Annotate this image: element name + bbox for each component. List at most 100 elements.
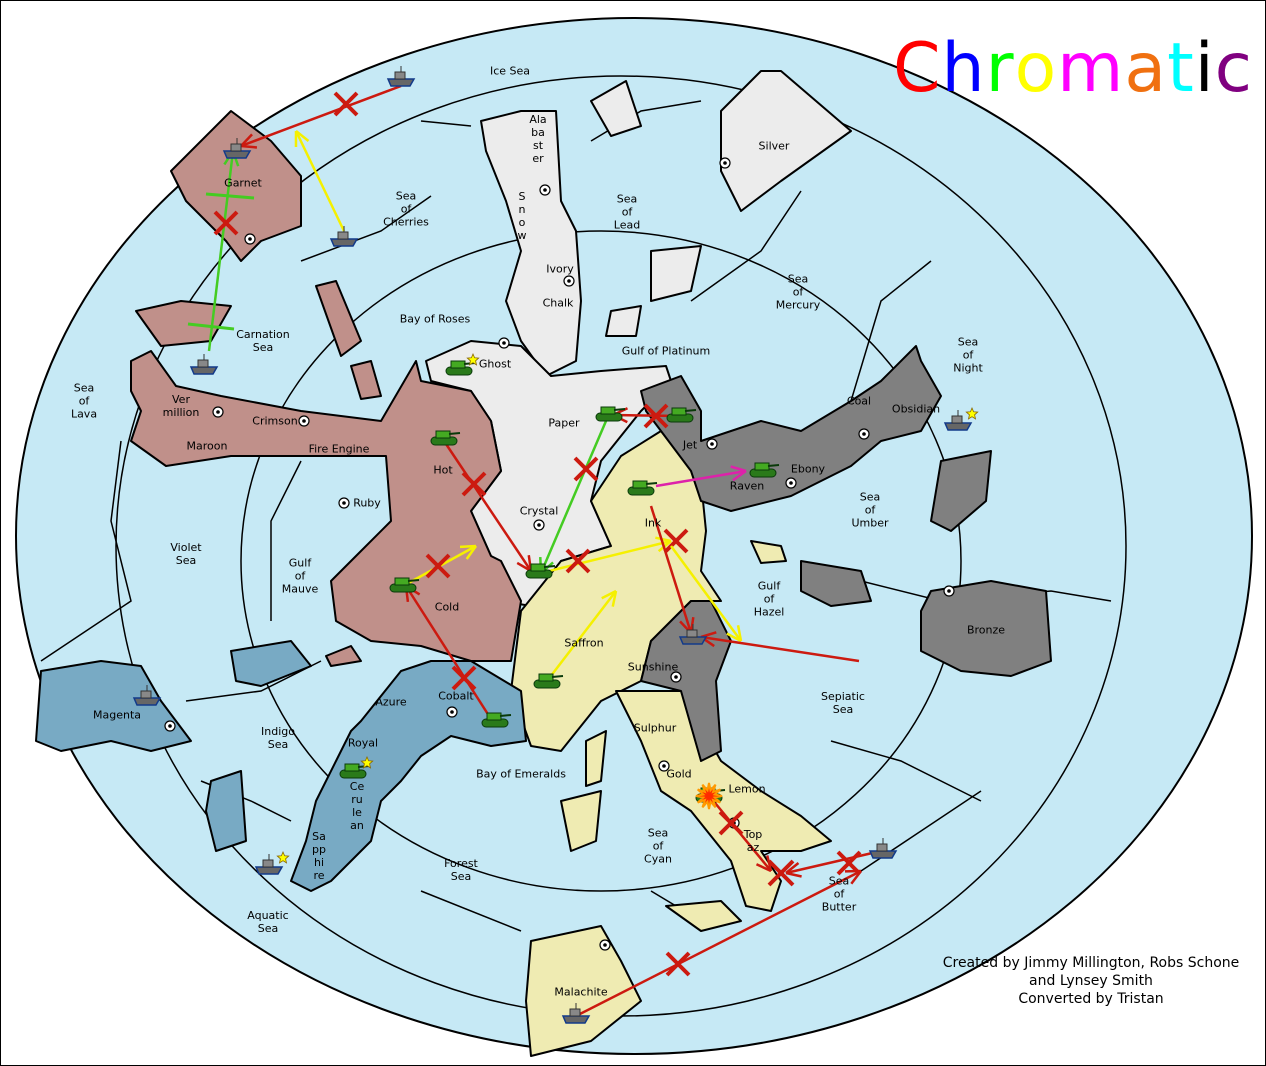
province-label[interactable]: Obsidian (891, 402, 941, 416)
province-label[interactable]: S n o w (517, 190, 527, 242)
province-label[interactable]: Gulf of Platinum (621, 344, 711, 358)
failed-order-x-icon (573, 456, 599, 482)
fleet-unit-icon[interactable] (678, 624, 708, 645)
province-label[interactable]: Sa pp hi re (312, 830, 326, 882)
fleet-unit-icon[interactable] (189, 354, 219, 375)
province-label[interactable]: Crimson (252, 414, 298, 428)
province-label[interactable]: Cobalt (438, 689, 474, 703)
province-label[interactable]: Ruby (353, 496, 381, 510)
convoy-mark (205, 192, 255, 200)
region-white-peninsula (480, 110, 582, 377)
province-label[interactable]: Carnation Sea (236, 328, 290, 354)
fleet-unit-icon[interactable] (222, 138, 252, 159)
island-red-2 (350, 360, 382, 400)
province-label[interactable]: Ice Sea (489, 64, 531, 78)
province-label[interactable]: Sea of Cherries (383, 189, 429, 229)
title-letter: i (1194, 29, 1215, 108)
fleet-unit-icon[interactable] (943, 410, 973, 431)
province-label[interactable]: Ebony (790, 462, 826, 476)
fleet-unit-icon[interactable] (329, 226, 359, 247)
army-unit-icon[interactable] (430, 430, 461, 446)
province-label[interactable]: Royal (347, 736, 379, 750)
province-label[interactable]: Sepiatic Sea (821, 690, 865, 716)
province-label[interactable]: Gulf of Mauve (281, 556, 319, 596)
move-order-arrow (575, 869, 862, 1018)
region-blue-homeland (290, 660, 527, 892)
army-unit-icon[interactable] (481, 712, 512, 728)
province-label[interactable]: Coal (846, 394, 872, 408)
province-label[interactable]: Sea of Mercury (775, 272, 821, 312)
island-neutral-3 (605, 305, 642, 337)
province-label[interactable]: Azure (375, 695, 407, 709)
province-label[interactable]: Chalk (542, 296, 574, 310)
fleet-unit-icon[interactable] (868, 838, 898, 859)
province-label-garnet[interactable]: Garnet (224, 176, 262, 190)
island-yellow-1 (560, 790, 602, 852)
fleet-unit-icon[interactable] (386, 66, 416, 87)
province-label[interactable]: Ink (644, 516, 662, 530)
province-label[interactable]: Fire Engine (308, 442, 370, 456)
failed-order-x-icon (663, 528, 689, 554)
title-letter: t (1167, 29, 1195, 108)
region-garnet (170, 110, 302, 262)
province-label[interactable]: Bay of Emeralds (476, 767, 566, 781)
province-label[interactable]: Crystal (519, 504, 559, 518)
province-label[interactable]: Sea of Butter (821, 874, 857, 914)
fleet-unit-icon[interactable] (561, 1003, 591, 1024)
province-label[interactable]: Sulphur (633, 721, 677, 735)
island-black-2 (800, 560, 872, 607)
province-label[interactable]: Aquatic Sea (247, 909, 289, 935)
province-label[interactable]: Indigo Sea (261, 725, 295, 751)
province-label[interactable]: Raven (729, 479, 765, 493)
province-label[interactable]: Ce ru le an (349, 780, 365, 832)
province-label[interactable]: Violet Sea (170, 541, 202, 567)
region-magenta (35, 660, 192, 752)
support-order-arrow (294, 130, 346, 232)
army-unit-icon[interactable] (627, 480, 658, 496)
army-unit-icon[interactable] (389, 577, 420, 593)
province-label[interactable]: Ver million (162, 393, 200, 419)
province-label[interactable]: Maroon (186, 439, 228, 453)
province-label[interactable]: Bronze (966, 623, 1006, 637)
province-label[interactable]: Lemon (728, 782, 766, 796)
province-label[interactable]: Jet (682, 438, 698, 452)
region-malachite (525, 925, 642, 1057)
province-label[interactable]: Top az (743, 828, 763, 854)
fleet-unit-icon[interactable] (254, 854, 284, 875)
star-icon (466, 352, 480, 366)
army-unit-icon[interactable] (666, 407, 697, 423)
province-label[interactable]: Paper (548, 416, 580, 430)
army-unit-icon[interactable] (595, 406, 626, 422)
province-label[interactable]: Sea of Lead (613, 192, 641, 232)
province-label[interactable]: Sea of Night (953, 335, 983, 375)
province-label[interactable]: Silver (758, 139, 790, 153)
province-label[interactable]: Saffron (564, 636, 604, 650)
province-label[interactable]: Cold (434, 600, 460, 614)
army-unit-icon[interactable] (749, 462, 780, 478)
province-label[interactable]: Hot (433, 463, 453, 477)
province-label[interactable]: Bay of Roses (399, 312, 471, 326)
supply-centers (164, 157, 955, 951)
supply-center-icon (498, 337, 510, 349)
province-label[interactable]: Sea of Umber (851, 490, 889, 530)
island-blue-2 (230, 640, 312, 687)
province-label[interactable]: Sunshine (627, 660, 679, 674)
province-label[interactable]: Ala ba st er (529, 113, 547, 165)
province-label[interactable]: Gold (666, 767, 692, 781)
province-label[interactable]: Magenta (92, 708, 142, 722)
province-label[interactable]: Ivory (546, 262, 574, 276)
province-label[interactable]: Sea of Lava (70, 381, 98, 421)
province-label[interactable]: Sea of Cyan (644, 826, 672, 866)
region-bronze (920, 580, 1052, 677)
province-label[interactable]: Forest Sea (444, 857, 478, 883)
province-label[interactable]: Malachite (554, 985, 608, 999)
title-letter: o (1014, 29, 1058, 108)
army-unit-icon[interactable] (533, 673, 564, 689)
supply-center-icon (658, 760, 670, 772)
province-label[interactable]: Ghost (478, 357, 512, 371)
army-unit-icon[interactable] (525, 563, 556, 579)
supply-center-icon (446, 706, 458, 718)
star-icon (360, 755, 374, 769)
fleet-unit-icon[interactable] (132, 685, 162, 706)
province-label[interactable]: Gulf of Hazel (753, 579, 785, 619)
